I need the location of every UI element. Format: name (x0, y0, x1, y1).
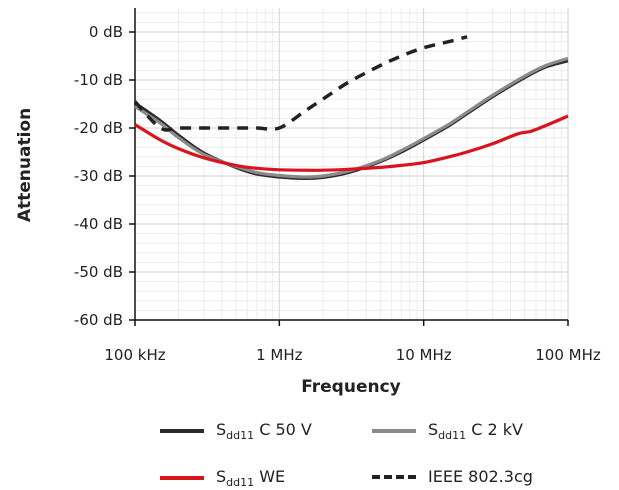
x-tick-label: 10 MHz (396, 346, 452, 364)
series-line-0 (134, 59, 569, 181)
series-line-2 (134, 114, 569, 172)
x-tick-label: 100 kHz (104, 346, 165, 364)
series-lines (133, 35, 569, 181)
series-line-1 (134, 56, 569, 179)
y-tick-label: -60 dB (74, 311, 123, 329)
y-tick-labels: 0 dB -10 dB -20 dB -30 dB -40 dB -50 dB -60 dB (74, 23, 123, 329)
y-tick-label: -50 dB (74, 263, 123, 281)
y-tick-label: 0 dB (89, 23, 123, 41)
y-axis-title: Attenuation (15, 108, 35, 222)
y-tick-label: -10 dB (74, 71, 123, 89)
minor-grid (135, 8, 568, 320)
y-tick-label: -40 dB (74, 215, 123, 233)
x-axis-title: Frequency (301, 377, 401, 397)
x-tick-label: 1 MHz (256, 346, 303, 364)
x-tick-labels: 100 kHz 1 MHz 10 MHz 100 MHz (104, 346, 600, 364)
x-tick-label: 100 MHz (535, 346, 601, 364)
series-line-3 (133, 35, 468, 132)
major-grid (134, 8, 569, 321)
y-tick-label: -30 dB (74, 167, 123, 185)
y-tick-label: -20 dB (74, 119, 123, 137)
chart-axes (129, 8, 569, 326)
